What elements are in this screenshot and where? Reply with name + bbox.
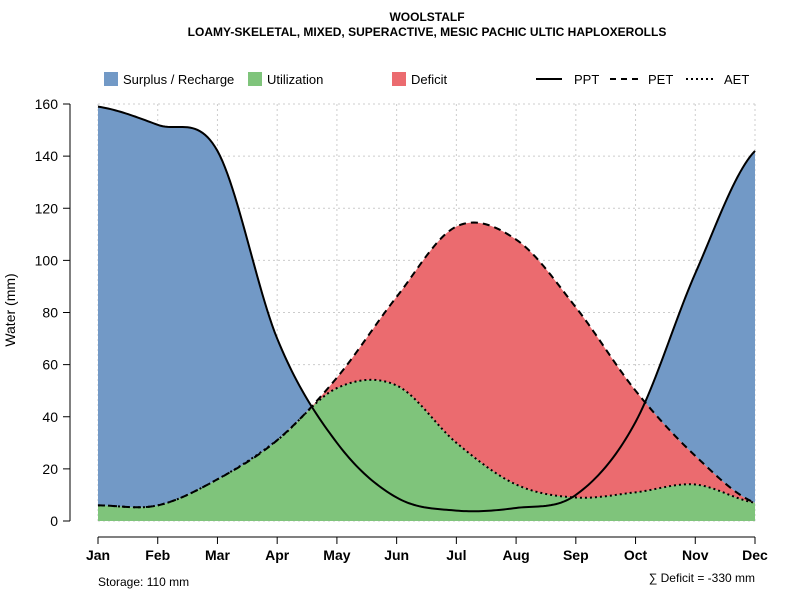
legend-label-surplus: Surplus / Recharge	[123, 72, 234, 87]
x-tick-label-may: May	[323, 547, 350, 563]
y-tick-label: 100	[35, 252, 59, 268]
legend-label-aet: AET	[724, 72, 749, 87]
x-tick-label-sep: Sep	[563, 547, 589, 563]
legend-label-deficit: Deficit	[411, 72, 448, 87]
y-tick-label: 0	[50, 513, 58, 529]
x-tick-label-dec: Dec	[742, 547, 768, 563]
area-fills	[98, 106, 755, 521]
legend-swatch-deficit	[392, 72, 406, 86]
x-tick-label-mar: Mar	[205, 547, 230, 563]
y-tick-label: 60	[42, 357, 58, 373]
x-tick-label-apr: Apr	[265, 547, 290, 563]
area-surplus-recharge	[98, 106, 755, 508]
series-line-aet	[97, 378, 756, 509]
y-tick-label: 40	[42, 409, 58, 425]
area-utilization	[98, 379, 755, 521]
series-line-pet	[97, 221, 756, 509]
legend-label-pet: PET	[648, 72, 673, 87]
x-tick-label-aug: Aug	[502, 547, 529, 563]
area-deficit	[98, 222, 755, 508]
y-tick-label: 80	[42, 305, 58, 321]
y-tick-label: 140	[35, 148, 59, 164]
x-tick-label-oct: Oct	[624, 547, 648, 563]
deficit-annotation: ∑ Deficit = -330 mm	[649, 571, 755, 585]
x-tick-label-nov: Nov	[682, 547, 709, 563]
legend: Surplus / Recharge Utilization Deficit P…	[104, 72, 749, 87]
x-tick-label-jun: Jun	[384, 547, 409, 563]
legend-swatch-surplus	[104, 72, 118, 86]
legend-label-utilization: Utilization	[267, 72, 323, 87]
series-lines	[97, 105, 756, 513]
y-tick-label: 160	[35, 96, 59, 112]
y-tick-label: 20	[42, 461, 58, 477]
x-tick-label-jan: Jan	[86, 547, 110, 563]
y-tick-label: 120	[35, 200, 59, 216]
legend-swatch-utilization	[248, 72, 262, 86]
y-axis-label: Water (mm)	[2, 273, 18, 346]
chart-title: WOOLSTALF	[389, 10, 464, 24]
x-tick-label-jul: Jul	[446, 547, 466, 563]
x-tick-label-feb: Feb	[145, 547, 170, 563]
chart-subtitle: LOAMY-SKELETAL, MIXED, SUPERACTIVE, MESI…	[188, 25, 667, 39]
axes: 0 20 40 60 80 100 120 140 160 Jan Feb Mar Apr May Jun J…	[35, 96, 768, 563]
storage-annotation: Storage: 110 mm	[98, 575, 189, 589]
legend-label-ppt: PPT	[574, 72, 599, 87]
